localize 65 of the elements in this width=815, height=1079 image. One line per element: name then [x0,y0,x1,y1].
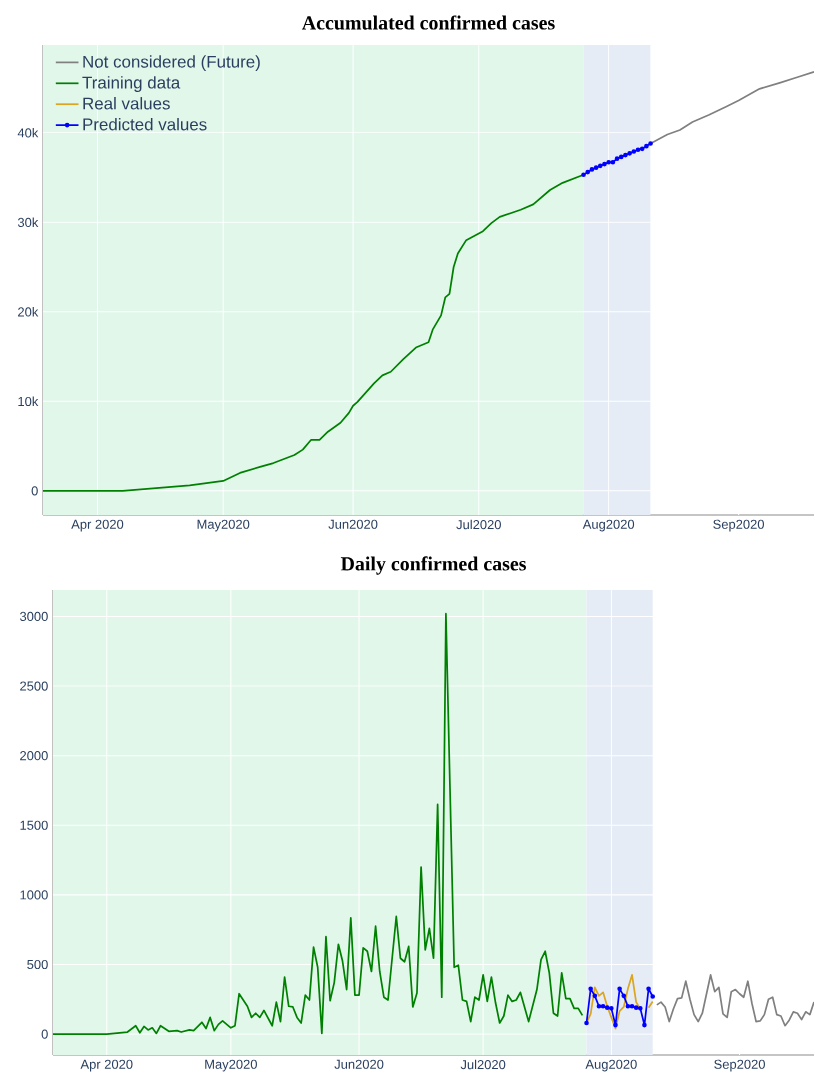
point [609,1006,614,1011]
line-series [656,974,815,1027]
y-tick-label: 40k [17,127,39,138]
point [627,150,633,156]
x-tick-label: Sep2020 [714,1059,766,1072]
point [619,154,624,160]
y-tick-label: 0 [41,1029,49,1039]
point [581,172,587,178]
point [602,161,608,167]
legend-label: Not considered (Future) [83,55,261,72]
point [640,146,645,152]
legend-label: Predicted values [83,117,207,131]
y-tick-label: 30k [18,217,39,227]
point [621,993,627,999]
x-tick-label: Apr 2020 [71,519,124,532]
chart-title: Daily confirmed cases [341,556,527,575]
y-tick-label: 2500 [20,681,49,691]
point [629,1003,635,1009]
x-tick-label: Jul2020 [460,1059,506,1070]
x-tick-label: Jun2020 [328,519,378,529]
point [588,986,594,992]
point [610,159,616,165]
point [634,1005,639,1010]
point [605,1005,610,1010]
point [642,1022,647,1028]
chart-title: Accumulated confirmed cases [302,15,555,30]
x-tick-label: Aug2020 [583,519,635,532]
point [606,159,612,165]
point [625,1003,631,1009]
x-tick-label: May2020 [205,1059,258,1072]
point [613,1022,619,1028]
x-tick-label: Jun2020 [334,1059,384,1069]
point [614,156,620,162]
point [646,986,652,992]
point [589,167,595,172]
y-tick-label: 3000 [20,611,49,622]
point [648,141,654,146]
point [585,169,591,175]
point [594,165,599,170]
point [584,1020,590,1026]
x-tick-label: May2020 [197,519,250,532]
point [644,143,649,149]
y-tick-label: 0 [31,486,39,496]
x-tick-label: Aug2020 [585,1059,637,1072]
point [623,152,629,158]
y-tick-label: 1500 [20,820,49,830]
point [635,147,641,153]
x-tick-label: Sep2020 [713,519,765,532]
point [650,994,656,999]
y-tick-label: 20k [18,307,39,317]
point [631,149,637,154]
point [617,986,623,992]
y-tick-label: 2000 [20,751,49,761]
legend-label: Training data [82,76,181,92]
point [592,993,598,999]
point [596,1003,602,1009]
legend-label: Real values [83,97,171,110]
point [598,163,603,169]
x-tick-label: Apr 2020 [80,1059,133,1072]
point [600,1003,606,1009]
y-tick-label: 500 [27,959,49,970]
point [638,1006,643,1011]
x-tick-label: Jul2020 [456,519,502,530]
y-tick-label: 10k [18,396,39,407]
y-tick-label: 1000 [20,890,49,900]
